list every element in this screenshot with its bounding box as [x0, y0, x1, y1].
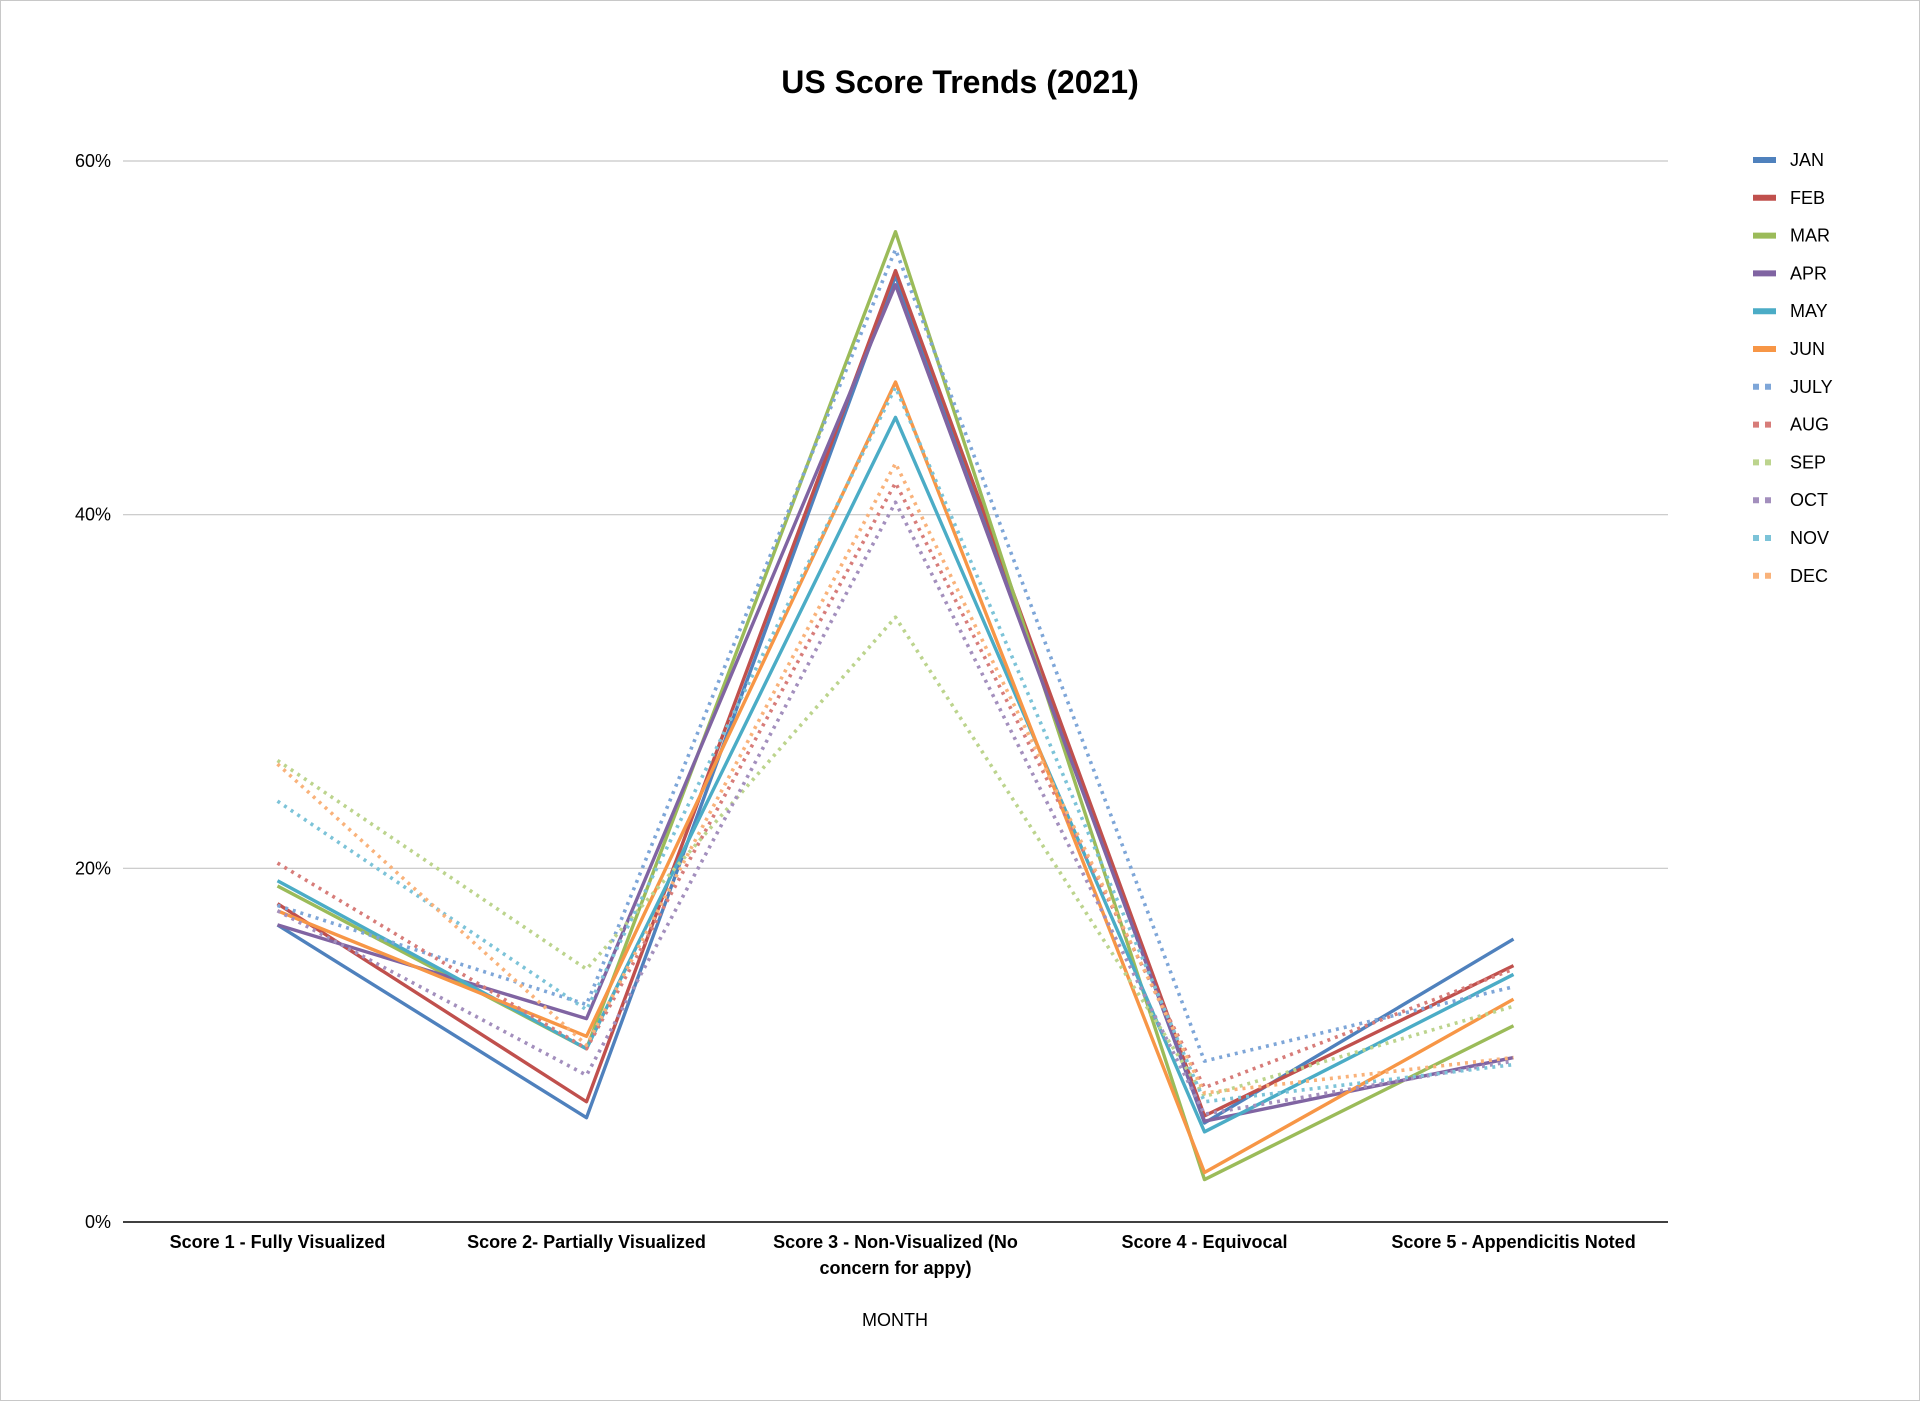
chart-title: US Score Trends (2021) — [781, 64, 1139, 100]
legend-label: JULY — [1790, 377, 1833, 397]
series-line-jan — [276, 274, 1515, 1125]
series-line-sep — [276, 615, 1515, 1099]
x-tick-label: Score 1 - Fully Visualized — [170, 1232, 386, 1252]
legend-label: APR — [1790, 263, 1827, 283]
legend-label: FEB — [1790, 188, 1825, 208]
y-tick-label: 60% — [75, 151, 111, 171]
x-tick-label: Score 3 - Non-Visualized (No — [773, 1232, 1018, 1252]
y-tick-label: 40% — [75, 505, 111, 525]
series-line-apr — [277, 283, 1514, 1123]
x-tick-label: Score 5 - Appendicitis Noted — [1391, 1232, 1635, 1252]
series-lines — [276, 230, 1515, 1182]
legend-label: NOV — [1790, 528, 1829, 548]
series-line-nov — [276, 385, 1514, 1104]
legend: JAN FEB MAR APR MAY JUN JULY AUG SEP OCT NOV DEC — [1753, 150, 1833, 586]
series-line-july — [276, 247, 1514, 1063]
series-line-jun — [276, 380, 1515, 1175]
legend-label: MAY — [1790, 301, 1828, 321]
legend-label: JUN — [1790, 339, 1825, 359]
legend-label: DEC — [1790, 566, 1828, 586]
x-tick-label: Score 4 - Equivocal — [1121, 1232, 1287, 1252]
y-axis-ticks: 0% 20% 40% 60% — [75, 151, 111, 1232]
x-tick-label: Score 2- Partially Visualized — [467, 1232, 706, 1252]
legend-label: OCT — [1790, 490, 1828, 510]
series-line-dec — [276, 461, 1514, 1095]
gridlines — [123, 160, 1668, 869]
legend-label: AUG — [1790, 415, 1829, 435]
y-tick-label: 20% — [75, 858, 111, 878]
y-tick-label: 0% — [85, 1212, 111, 1232]
series-line-oct — [276, 500, 1514, 1116]
legend-label: MAR — [1790, 226, 1830, 246]
x-axis-title: MONTH — [862, 1310, 928, 1330]
x-axis: Score 1 - Fully Visualized Score 2- Parti… — [123, 1221, 1668, 1278]
series-line-may — [276, 415, 1515, 1134]
legend-label: JAN — [1790, 150, 1824, 170]
x-tick-label: concern for appy) — [819, 1258, 971, 1278]
series-line-feb — [276, 268, 1515, 1118]
series-line-aug — [276, 481, 1515, 1090]
legend-label: SEP — [1790, 452, 1826, 472]
series-line-mar — [276, 230, 1515, 1182]
